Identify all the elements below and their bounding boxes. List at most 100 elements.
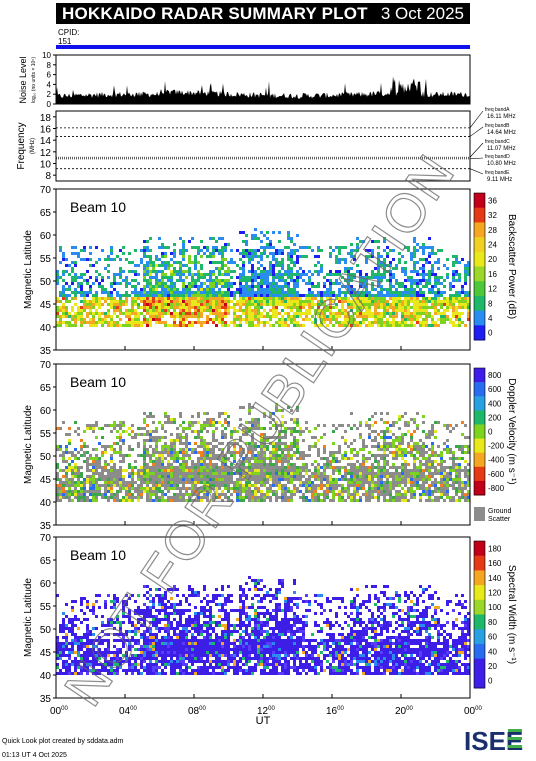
echo-cell (257, 487, 260, 490)
echo-cell (110, 466, 113, 469)
echo-cell (350, 478, 353, 481)
echo-cell (278, 439, 281, 442)
echo-cell (254, 457, 257, 460)
echo-cell (425, 273, 428, 276)
echo-cell (245, 466, 248, 469)
echo-cell (191, 466, 194, 469)
echo-cell (347, 484, 350, 487)
echo-cell (122, 439, 125, 442)
echo-cell (179, 481, 182, 484)
echo-cell (242, 261, 245, 264)
echo-cell (257, 267, 260, 270)
echo-cell (107, 484, 110, 487)
echo-cell (455, 472, 458, 475)
echo-cell (188, 466, 191, 469)
echo-cell (170, 418, 173, 421)
colorbar-segment (474, 424, 485, 440)
echo-cell (284, 472, 287, 475)
echo-cell (224, 478, 227, 481)
echo-cell (203, 288, 206, 291)
echo-cell (374, 294, 377, 297)
echo-cell (383, 324, 386, 327)
colorbar-label: Backscatter Power (dB) (506, 214, 517, 319)
echo-cell (62, 618, 65, 621)
echo-cell (155, 430, 158, 433)
echo-cell (158, 306, 161, 309)
echo-cell (392, 457, 395, 460)
echo-cell (152, 448, 155, 451)
echo-cell (119, 445, 122, 448)
echo-cell (350, 442, 353, 445)
echo-cell (389, 475, 392, 478)
echo-cell (185, 463, 188, 466)
echo-cell (113, 484, 116, 487)
echo-cell (269, 436, 272, 439)
echo-cell (386, 436, 389, 439)
echo-cell (155, 291, 158, 294)
echo-cell (404, 484, 407, 487)
echo-cell (86, 258, 89, 261)
echo-cell (317, 466, 320, 469)
echo-cell (458, 481, 461, 484)
echo-cell (188, 481, 191, 484)
echo-cell (314, 460, 317, 463)
echo-cell (107, 321, 110, 324)
echo-cell (458, 291, 461, 294)
echo-cell (221, 478, 224, 481)
echo-cell (266, 496, 269, 499)
echo-cell (239, 472, 242, 475)
echo-cell (182, 255, 185, 258)
echo-cell (242, 427, 245, 430)
echo-cell (83, 490, 86, 493)
echo-cell (107, 258, 110, 261)
echo-cell (308, 445, 311, 448)
echo-cell (86, 457, 89, 460)
echo-cell (275, 297, 278, 300)
echo-cell (383, 436, 386, 439)
echo-cell (194, 451, 197, 454)
echo-cell (299, 267, 302, 270)
echo-cell (317, 273, 320, 276)
echo-cell (200, 481, 203, 484)
echo-cell (110, 285, 113, 288)
echo-cell (245, 475, 248, 478)
echo-cell (119, 312, 122, 315)
echo-cell (188, 294, 191, 297)
echo-cell (296, 451, 299, 454)
echo-cell (188, 282, 191, 285)
echo-cell (440, 294, 443, 297)
echo-cell (89, 475, 92, 478)
echo-cell (314, 496, 317, 499)
echo-cell (224, 309, 227, 312)
echo-cell (176, 279, 179, 282)
echo-cell (323, 294, 326, 297)
echo-cell (215, 246, 218, 249)
echo-cell (386, 279, 389, 282)
echo-cell (167, 261, 170, 264)
echo-cell (272, 246, 275, 249)
echo-cell (152, 276, 155, 279)
echo-cell (65, 433, 68, 436)
echo-cell (401, 451, 404, 454)
echo-cell (380, 297, 383, 300)
echo-cell (158, 312, 161, 315)
echo-cell (257, 418, 260, 421)
echo-cell (395, 324, 398, 327)
echo-cell (164, 255, 167, 258)
echo-cell (290, 237, 293, 240)
echo-cell (161, 300, 164, 303)
echo-cell (266, 276, 269, 279)
echo-cell (80, 487, 83, 490)
echo-cell (218, 237, 221, 240)
echo-cell (74, 273, 77, 276)
echo-cell (269, 240, 272, 243)
echo-cell (386, 472, 389, 475)
echo-cell (110, 297, 113, 300)
echo-cell (152, 306, 155, 309)
echo-cell (65, 258, 68, 261)
echo-cell (326, 279, 329, 282)
echo-cell (125, 493, 128, 496)
echo-cell (317, 439, 320, 442)
echo-cell (428, 255, 431, 258)
echo-cell (428, 291, 431, 294)
